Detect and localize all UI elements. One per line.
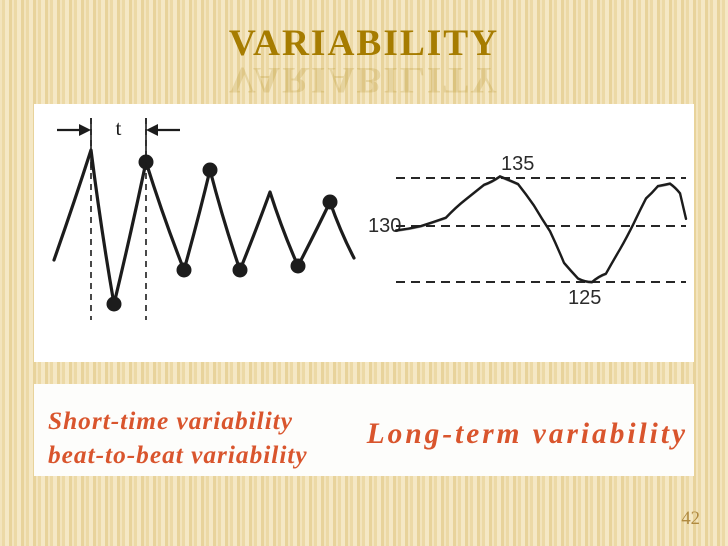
slide-title: VARIABILITY VARIABILITY — [0, 0, 728, 65]
short-time-variability-chart: t — [36, 110, 366, 340]
short-time-label-line1: Short-time variability — [48, 404, 308, 438]
svg-text:130: 130 — [368, 215, 401, 237]
svg-text:135: 135 — [501, 153, 534, 175]
long-term-variability-chart: 135 130 125 — [366, 122, 692, 332]
long-term-label: Long-term variability — [367, 418, 688, 451]
svg-text:t: t — [116, 116, 122, 140]
svg-text:125: 125 — [568, 287, 601, 309]
labels-panel: Short-time variability beat-to-beat vari… — [34, 384, 694, 476]
figure-panel: t 135 130 125 — [34, 104, 694, 362]
short-time-label-line2: beat-to-beat variability — [48, 438, 308, 472]
page-number: 42 — [681, 508, 700, 530]
short-time-label: Short-time variability beat-to-beat vari… — [48, 404, 308, 472]
slide-title-reflection: VARIABILITY — [0, 58, 728, 101]
